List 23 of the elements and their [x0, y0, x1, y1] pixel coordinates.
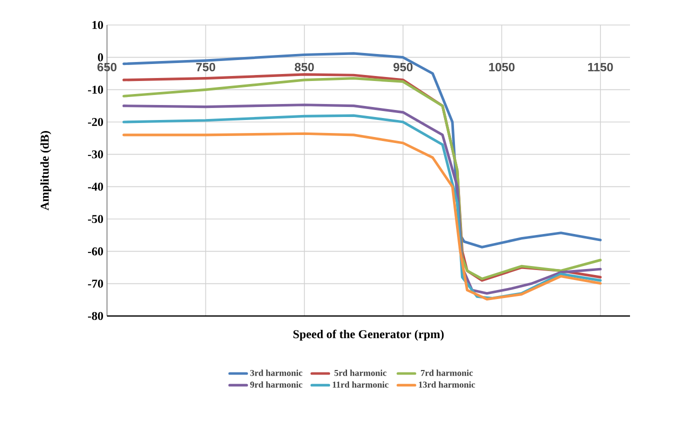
x-tick-label: 750 — [196, 62, 216, 72]
y-tick-label: 10 — [92, 20, 104, 30]
x-tick-label: 1050 — [489, 62, 515, 72]
y-tick-label: -70 — [88, 280, 104, 288]
y-tick-label: 0 — [98, 53, 104, 62]
legend-label: 13rd harmonic — [418, 381, 476, 388]
y-tick-label: -30 — [88, 150, 104, 158]
x-tick-label: 1150 — [588, 62, 613, 72]
y-tick-label: -10 — [88, 86, 104, 94]
y-axis-title: Amplitude (dB) — [40, 131, 52, 210]
y-tick-label: -60 — [88, 247, 104, 256]
legend-label: 11rd harmonic — [332, 381, 388, 388]
x-tick-label: 850 — [294, 62, 314, 72]
y-tick-label: -80 — [88, 312, 104, 320]
legend-label: 7rd harmonic — [420, 370, 473, 376]
y-tick-label: -50 — [88, 214, 104, 224]
y-tick-label: -40 — [88, 182, 104, 191]
legend-label: 5rd harmonic — [334, 370, 386, 376]
x-axis-title: Speed of the Generator (rpm) — [293, 330, 444, 341]
x-tick-label: 950 — [393, 62, 413, 72]
legend-label: 3rd harmonic — [250, 370, 302, 376]
y-tick-label: -20 — [88, 118, 104, 126]
legend-label: 9rd harmonic — [250, 381, 302, 388]
